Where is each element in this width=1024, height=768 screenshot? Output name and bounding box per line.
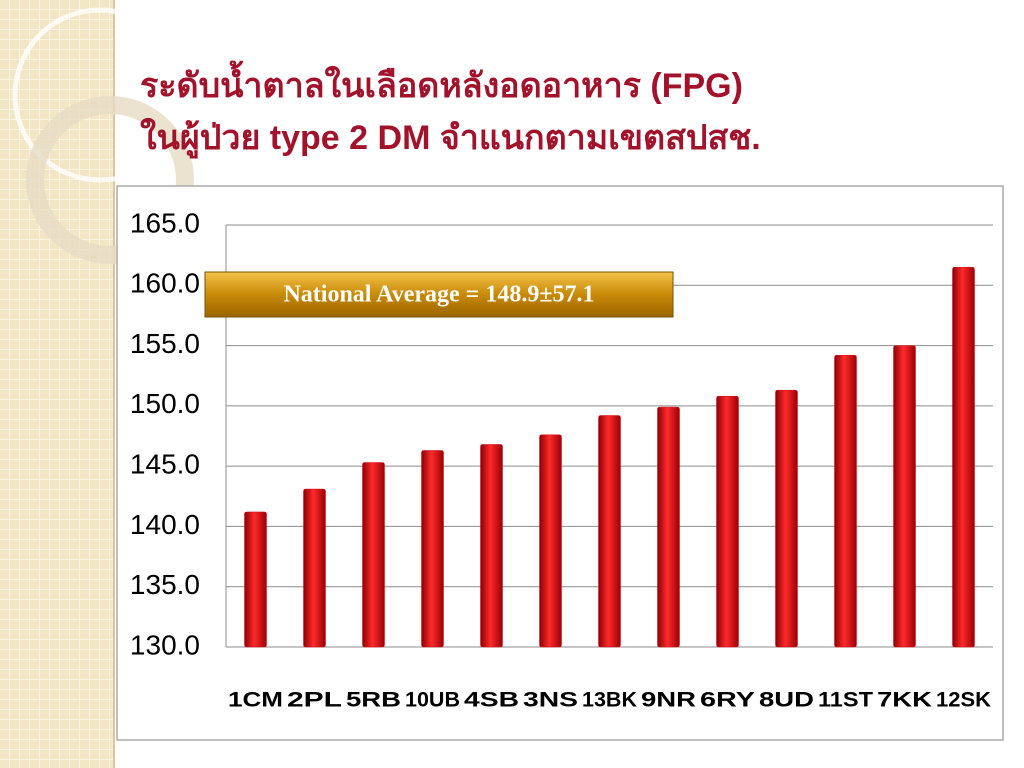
x-tick-label: 7KK [877,689,932,712]
title-line: ระดับน้ำตาลในเลือดหลังอดอาหาร (FPG) [140,60,743,105]
x-tick-label: 2PL [287,689,342,712]
y-tick-label: 165.0 [130,207,200,238]
y-tick-label: 130.0 [130,629,200,660]
plot: 130.0 135.0 140.0 145.0 150.0 155.0 160.0 165.0… [130,207,993,712]
bar [834,354,857,648]
x-tick-label: 13BK [582,689,637,712]
bar [657,406,680,648]
bar [362,462,385,648]
y-tick-label: 160.0 [130,268,200,299]
x-tick-label: 3NS [523,689,578,712]
title-line: ในผู้ป่วย type 2 DM จำแนกตามเขตสปสช. [140,117,761,159]
bar [480,444,503,648]
x-tick-label: 4SB [464,689,519,712]
bar [952,266,975,648]
bar [598,415,621,648]
bar [775,389,798,648]
bar [244,511,267,648]
y-tick-label: 145.0 [130,449,200,480]
bar [716,395,739,648]
annotation: National Average = 148.9±57.1 [283,282,594,308]
y-tick-label: 140.0 [130,509,200,540]
bar [893,345,916,648]
x-tick-label: 1CM [228,689,283,712]
x-tick-label: 5RB [346,689,401,712]
x-tick-label: 11ST [818,689,873,712]
y-tick-label: 155.0 [130,328,200,359]
x-tick-label: 12SK [936,689,991,712]
bar [539,434,562,648]
bar [421,450,444,648]
x-tick-label: 6RY [700,689,755,712]
deco-circle [26,96,194,264]
bar [303,488,326,648]
annotation-box [204,271,674,318]
y-tick-label: 135.0 [130,569,200,600]
x-tick-label: 8UD [759,689,814,712]
deco-circle [12,7,188,183]
y-tick-label: 150.0 [130,388,200,419]
x-tick-label: 10UB [405,689,460,712]
x-tick-label: 9NR [641,689,696,712]
